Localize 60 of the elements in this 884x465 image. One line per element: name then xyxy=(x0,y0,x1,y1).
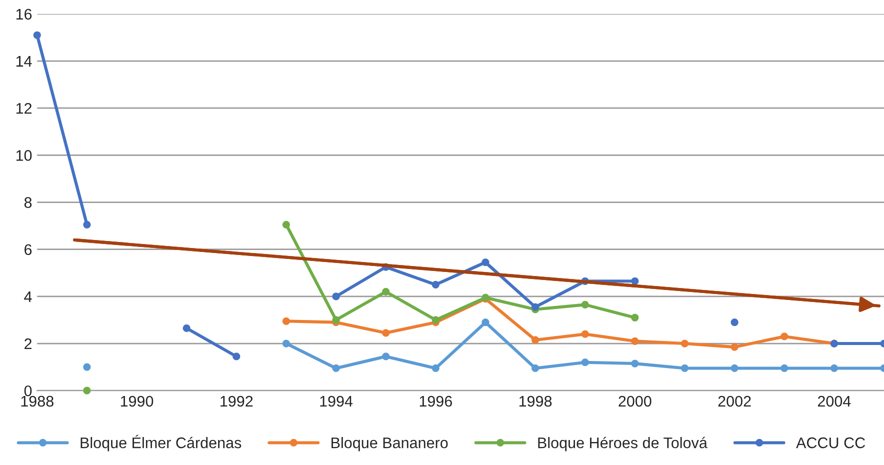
point xyxy=(631,314,639,322)
point xyxy=(83,220,91,228)
legend-label: ACCU CC xyxy=(796,437,866,448)
x-tick-label: 1990 xyxy=(120,396,154,407)
point xyxy=(631,277,639,285)
y-tick-label: 16 xyxy=(16,8,32,20)
point xyxy=(581,330,589,338)
point xyxy=(232,352,240,360)
y-tick-label: 14 xyxy=(16,56,32,67)
y-tick-label: 0 xyxy=(24,385,32,396)
x-tick-label: 2000 xyxy=(618,396,652,407)
point xyxy=(332,316,340,324)
x-tick-label: 1994 xyxy=(320,396,353,407)
point xyxy=(680,340,689,348)
x-tick-label: 2002 xyxy=(718,396,751,407)
point xyxy=(631,360,639,368)
y-tick-label: 8 xyxy=(24,197,32,208)
x-tick-label: 1996 xyxy=(420,396,452,407)
point xyxy=(33,31,41,39)
point xyxy=(83,386,91,394)
point xyxy=(432,316,440,324)
point xyxy=(680,364,689,372)
point xyxy=(382,288,390,296)
y-tick-label: 2 xyxy=(24,338,32,350)
point xyxy=(382,352,390,360)
point xyxy=(830,364,838,372)
point xyxy=(482,258,490,266)
legend-label: Bloque Bananero xyxy=(332,437,448,452)
x-tick-label: 2004 xyxy=(818,396,851,407)
point xyxy=(581,300,589,308)
point xyxy=(182,324,190,332)
legend-label: Bloque Héroes de Tolová xyxy=(538,436,708,452)
y-tick-label: 6 xyxy=(24,244,32,256)
point xyxy=(83,363,91,371)
x-tick-label: 1998 xyxy=(519,396,552,407)
x-tick-label: 1988 xyxy=(21,396,54,407)
point xyxy=(282,317,290,325)
point xyxy=(482,318,490,326)
point xyxy=(780,364,788,372)
point xyxy=(730,364,738,372)
y-tick-label: 10 xyxy=(16,150,32,161)
legend-label: Bloque Élmer Cárdenas xyxy=(80,434,242,452)
point xyxy=(631,337,639,345)
point xyxy=(730,318,738,326)
point xyxy=(432,364,440,372)
point xyxy=(282,220,290,228)
point xyxy=(780,332,788,340)
point xyxy=(581,358,589,366)
point xyxy=(531,303,540,311)
point xyxy=(730,343,738,351)
y-tick-label: 4 xyxy=(24,291,32,302)
point xyxy=(531,364,540,372)
point xyxy=(432,280,440,288)
point xyxy=(382,329,390,337)
point xyxy=(332,364,340,372)
point xyxy=(282,340,290,348)
point xyxy=(332,292,340,300)
y-tick-label: 12 xyxy=(16,102,32,114)
point xyxy=(531,336,540,344)
x-tick-label: 1992 xyxy=(220,396,253,407)
